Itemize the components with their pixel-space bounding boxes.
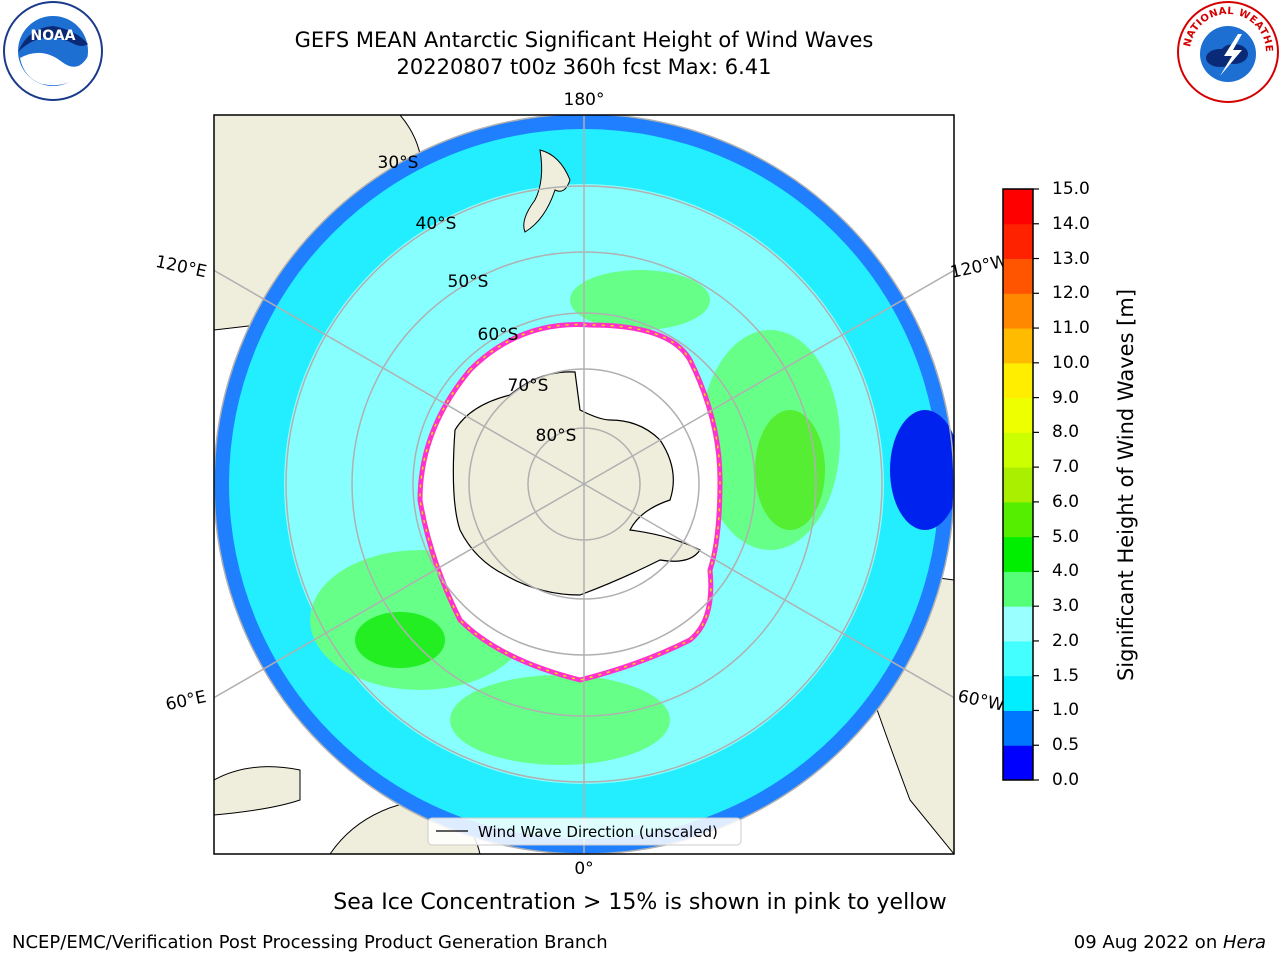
- colorbar-tick-label: 1.0: [1052, 700, 1080, 721]
- sea-ice-edge-yellow: [419, 323, 721, 681]
- colorbar-tick-label: 0.0: [1052, 770, 1080, 790]
- longitude-label-upper-right: 120°W: [949, 251, 1010, 283]
- latitude-label: 70°S: [508, 376, 549, 396]
- colorbar-tick-label: 9.0: [1052, 387, 1080, 408]
- wave-patch-6: [355, 612, 445, 668]
- latitude-label: 50°S: [448, 272, 489, 292]
- wave-patch-4: [570, 270, 710, 330]
- colorbar-tick-label: 10.0: [1052, 352, 1090, 373]
- graticule: [214, 115, 954, 854]
- new-zealand-land: [523, 149, 571, 233]
- noaa-logo-text: NOAA: [31, 28, 76, 44]
- latitude-label: 40°S: [416, 214, 457, 234]
- colorbar-tick-label: 14.0: [1052, 213, 1090, 234]
- credit-text: NCEP/EMC/Verification Post Processing Pr…: [12, 932, 608, 953]
- latitude-label: 60°S: [478, 325, 519, 345]
- colorbar-tick-label: 6.0: [1052, 491, 1080, 512]
- map-layers: [214, 115, 954, 854]
- antarctica-land: [452, 371, 701, 596]
- wave-patch-5: [755, 410, 825, 530]
- longitude-label-upper-left: 120°E: [154, 252, 209, 282]
- longitude-label-lower-right: 60°W: [956, 686, 1006, 715]
- legend-box: [427, 817, 742, 846]
- colorbar-tick-label: 12.0: [1052, 283, 1090, 304]
- legend-label: Wind Wave Direction (unscaled): [478, 823, 718, 841]
- colorbar-tick-label: 3.0: [1052, 596, 1080, 617]
- colorbar-tick-label: 5.0: [1052, 526, 1080, 547]
- meridian-line: [583, 269, 954, 485]
- calm-patch-east: [890, 410, 954, 530]
- noaa-logo: NOAA: [3, 1, 103, 101]
- colorbar-tick-label: 4.0: [1052, 561, 1080, 582]
- latitude-label: 30°S: [378, 153, 419, 173]
- madagascar-land: [214, 766, 301, 816]
- longitude-label-bottom: 0°: [574, 859, 593, 879]
- colorbar-tick-label: 13.0: [1052, 248, 1090, 269]
- chart-subtitle: 20220807 t00z 360h fcst Max: 6.41: [396, 55, 772, 79]
- wave-patch-2: [450, 675, 670, 765]
- colorbar-tick-label: 15.0: [1052, 179, 1090, 199]
- colorbar-tick-label: 8.0: [1052, 422, 1080, 443]
- sea-ice-note: Sea Ice Concentration > 15% is shown in …: [333, 890, 947, 915]
- meridian-line: [583, 483, 954, 699]
- meridian-line: [214, 483, 585, 699]
- date-value: 09 Aug 2022 on: [1073, 932, 1223, 953]
- nws-logo: NATIONAL WEATHER SERVICE: [1176, 0, 1279, 103]
- date-text: 09 Aug 2022 on Hera: [1074, 932, 1266, 953]
- colorbar-tick-label: 11.0: [1052, 318, 1090, 339]
- colorbar-tick-label: 1.5: [1052, 665, 1080, 686]
- colorbar-tick-label: 0.5: [1052, 735, 1080, 756]
- meridian-line: [214, 269, 585, 485]
- longitude-label-top: 180°: [564, 90, 605, 110]
- colorbar-tick-label: 2.0: [1052, 630, 1080, 651]
- longitude-label-lower-left: 60°E: [164, 687, 208, 715]
- latitude-label: 80°S: [536, 426, 577, 446]
- map-frame: [213, 114, 955, 855]
- colorbar-tick-label: 7.0: [1052, 457, 1080, 478]
- machine-name: Hera: [1222, 932, 1266, 953]
- colorbar-label: Significant Height of Wind Waves [m]: [1114, 288, 1138, 682]
- chart-title: GEFS MEAN Antarctic Significant Height o…: [294, 28, 874, 52]
